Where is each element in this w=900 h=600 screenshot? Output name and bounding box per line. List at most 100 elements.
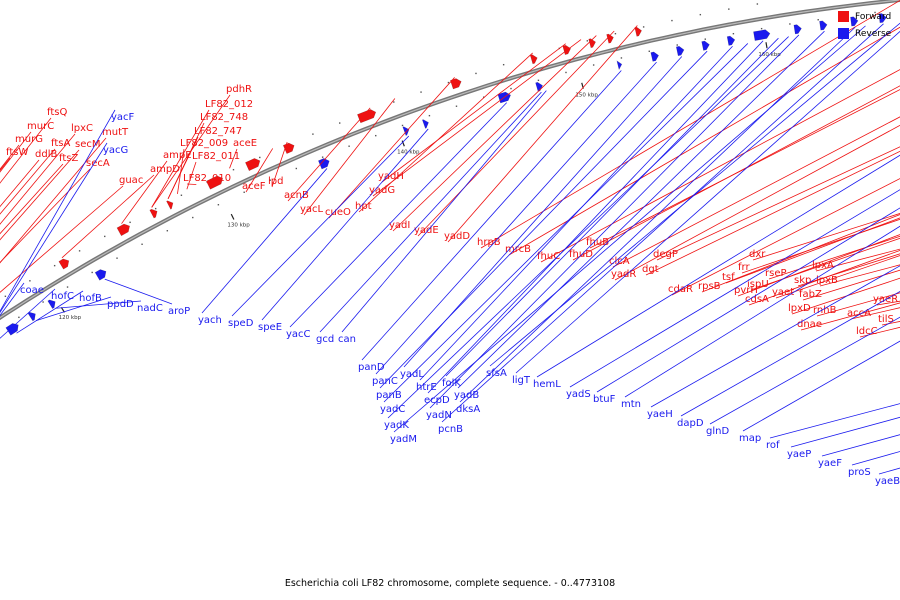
gene-label-yaeB: yaeB — [875, 476, 900, 487]
leader-line — [383, 43, 749, 403]
guide-dot — [676, 44, 678, 46]
guide-dot — [699, 13, 702, 16]
gene-label-cueO: cueO — [325, 207, 351, 218]
gene-label-hofB: hofB — [79, 293, 102, 304]
reverse-gene-arrow — [402, 126, 410, 136]
guide-dot — [116, 257, 118, 259]
guide-dot — [789, 23, 791, 25]
gene-label-mtn: mtn — [621, 399, 641, 410]
reverse-gene-arrow — [819, 20, 828, 31]
scale-tick-label: 150 kbp — [575, 92, 598, 98]
gene-label-ligT: ligT — [512, 375, 531, 386]
scale-tick — [230, 213, 235, 220]
guide-dot — [166, 230, 169, 232]
gene-label-dgt: dgt — [642, 264, 659, 275]
gene-label-ispU: ispU — [747, 279, 769, 290]
leader-line — [815, 248, 900, 272]
gene-label-yadE: yadE — [414, 225, 439, 236]
leader-line — [447, 25, 638, 243]
leader-line — [650, 265, 900, 408]
legend-reverse[interactable]: Reverse — [838, 26, 891, 41]
leader-line — [271, 141, 288, 188]
leader-line — [427, 40, 764, 394]
gene-label-nadC: nadC — [137, 303, 163, 314]
gene-label-secM: secM — [75, 139, 101, 150]
scale-tick-label: 120 kbp — [59, 315, 82, 321]
gene-label-glnD: glnD — [706, 426, 729, 437]
reverse-gene-arrow — [616, 60, 623, 71]
leader-line — [328, 77, 455, 219]
guide-dot — [42, 301, 44, 303]
gene-label-aceE: aceE — [233, 138, 257, 149]
gene-label-sfsA: sfsA — [486, 368, 507, 379]
forward-gene-arrow — [357, 109, 377, 124]
leader-line — [750, 237, 900, 291]
leader-line — [589, 89, 900, 249]
guide-dot — [482, 96, 485, 98]
leader-line — [0, 168, 91, 263]
leader-line — [16, 290, 84, 334]
leader-line — [457, 30, 825, 389]
leader-line — [381, 43, 566, 183]
reverse-gene-arrow — [850, 16, 859, 27]
legend-forward[interactable]: Forward — [838, 9, 891, 24]
gene-label-fhuC: fhuC — [537, 251, 560, 262]
leader-line — [0, 137, 107, 264]
gene-label-LF82_009: LF82_009 — [180, 138, 228, 149]
leader-line — [596, 207, 900, 393]
reverse-gene-arrow — [878, 13, 887, 24]
reverse-gene-arrow — [47, 299, 56, 309]
gene-label-murG: murG — [15, 134, 43, 145]
gene-label-yadH: yadH — [378, 171, 404, 182]
guide-dot — [614, 32, 617, 35]
gene-label-yaeP: yaeP — [787, 449, 811, 460]
leader-line — [540, 69, 900, 263]
gene-label-lpxA: lpxA — [812, 260, 834, 271]
leader-line — [0, 109, 116, 312]
gene-label-speE: speE — [258, 322, 282, 333]
gene-label-yacF: yacF — [111, 112, 135, 123]
guide-dot — [420, 91, 422, 93]
guide-dot — [232, 168, 235, 171]
gene-label-yadG: yadG — [369, 185, 395, 196]
leader-line — [36, 296, 112, 321]
gene-label-yach: yach — [198, 315, 222, 326]
leader-line — [261, 128, 429, 321]
leader-line — [417, 30, 615, 237]
forward-gene-arrow — [450, 78, 462, 90]
scale-tick — [765, 42, 768, 49]
leader-line — [55, 300, 142, 309]
gene-label-guac: guac — [119, 175, 143, 186]
leader-line — [0, 288, 56, 339]
gene-label-fabZ: fabZ — [799, 289, 822, 300]
gene-label-dksA: dksA — [456, 404, 480, 415]
guide-dot — [18, 316, 20, 319]
guide-dot — [537, 79, 540, 82]
guide-dot — [732, 32, 735, 35]
leader-line — [358, 52, 533, 213]
gene-label-mrcB: mrcB — [505, 244, 531, 255]
gene-label-pdhR: pdhR — [226, 84, 252, 95]
gene-label-hpt: hpt — [355, 201, 372, 212]
leader-line — [429, 34, 800, 409]
gene-label-acnB: acnB — [284, 190, 309, 201]
guide-dot — [642, 26, 645, 28]
leader-line — [0, 149, 80, 241]
leader-line — [379, 50, 708, 389]
leader-line — [709, 316, 900, 425]
leader-line — [375, 61, 657, 375]
forward-gene-arrow — [529, 54, 538, 65]
reverse-gene-arrow — [753, 29, 771, 41]
guide-dot — [141, 243, 143, 245]
leader-line — [0, 142, 108, 314]
gene-label-ddlB: ddlB — [35, 149, 57, 160]
gene-label-secA: secA — [86, 158, 110, 169]
leader-line — [341, 90, 547, 333]
leader-line — [748, 249, 900, 306]
reverse-gene-arrow — [675, 46, 685, 57]
leader-line — [289, 102, 508, 328]
forward-gene-arrow — [58, 258, 70, 270]
leader-line — [656, 146, 900, 261]
guide-dot — [393, 101, 395, 103]
